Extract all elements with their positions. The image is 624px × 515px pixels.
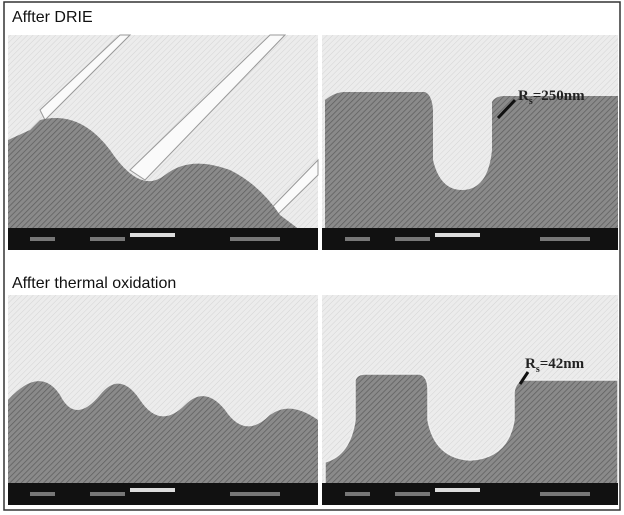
annotation-symbol: R <box>518 88 529 104</box>
sem-image <box>8 34 319 250</box>
annotation-subscript: s <box>536 364 540 375</box>
sem-image: Rs=250nm <box>322 35 618 250</box>
sem-image: Rs=42nm <box>322 295 619 505</box>
annotation: Rs=250nm <box>518 88 585 107</box>
annotation-text: =250nm <box>533 88 585 104</box>
annotation-symbol: R <box>525 356 536 372</box>
section-title: Affter thermal oxidation <box>12 275 176 292</box>
section-title: Affter DRIE <box>12 9 93 26</box>
annotation-arrow <box>496 98 517 120</box>
annotation-arrow <box>518 371 530 385</box>
sem-image <box>8 295 318 505</box>
annotation-subscript: s <box>529 96 533 107</box>
annotation-text: =42nm <box>540 356 585 372</box>
annotation: Rs=42nm <box>525 356 585 375</box>
frame <box>3 1 621 511</box>
